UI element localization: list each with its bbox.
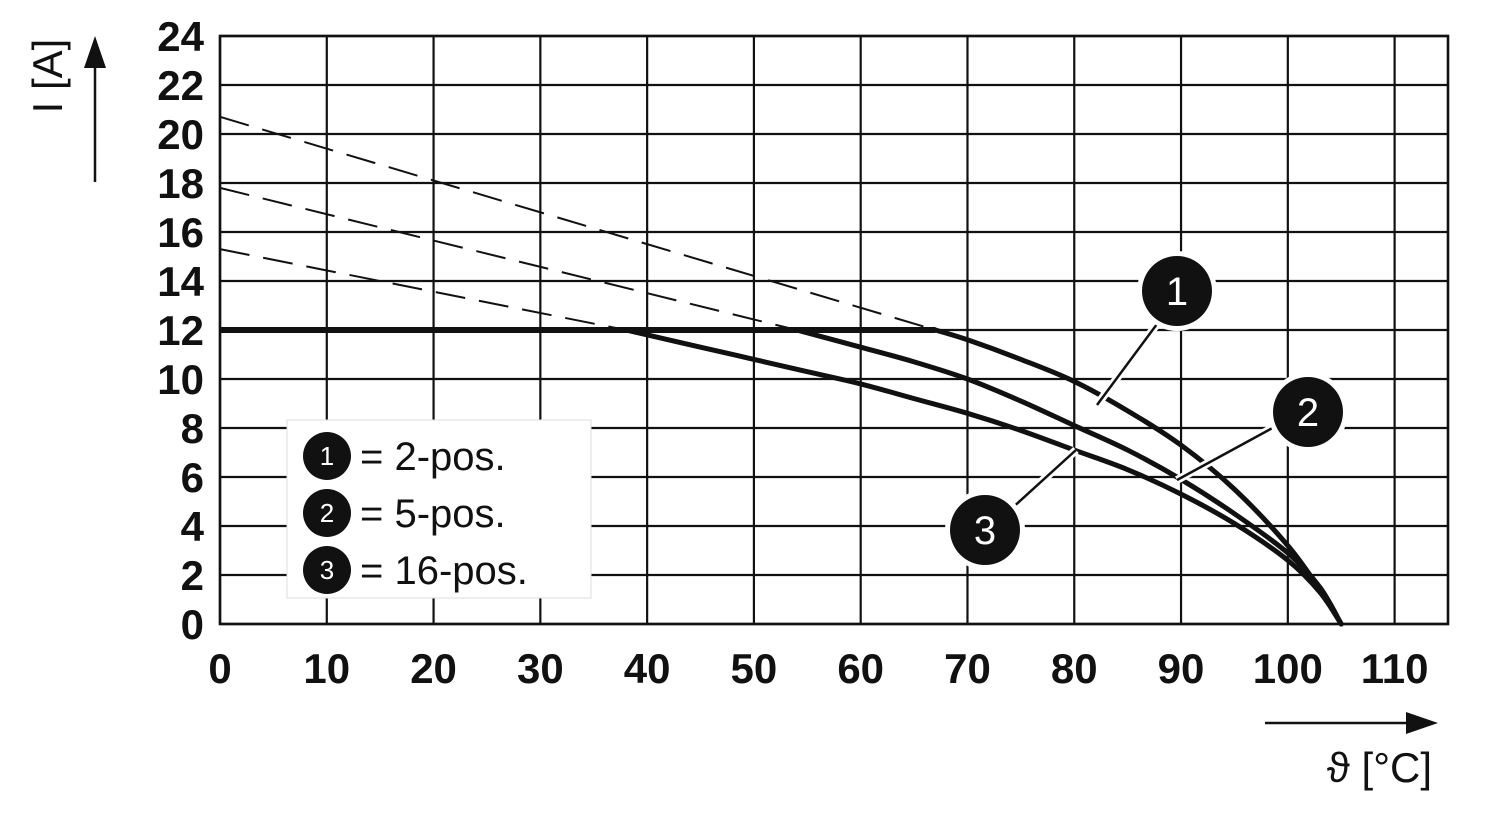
x-axis-label: ϑ [°C] [1327, 744, 1432, 791]
series-2-callout: 2 [1175, 372, 1348, 484]
legend-entry: 3 = 16-pos. [303, 546, 528, 594]
y-tick-label: 6 [181, 454, 204, 501]
series-badges: 1 2 3 [945, 251, 1348, 570]
y-tick-label: 18 [157, 160, 204, 207]
x-tick-label: 40 [624, 645, 671, 692]
x-axis-arrow-icon [1406, 712, 1438, 734]
y-tick-label: 16 [157, 209, 204, 256]
x-tick-label: 20 [410, 645, 457, 692]
badge-circle [1273, 377, 1343, 447]
x-tick-label: 50 [731, 645, 778, 692]
series-3-dashed-line [219, 248, 626, 331]
x-tick-label: 60 [837, 645, 884, 692]
y-tick-label: 8 [181, 405, 204, 452]
x-tick-label: 10 [303, 645, 350, 692]
y-tick-label: 4 [181, 503, 205, 550]
y-tick-label: 12 [157, 307, 204, 354]
x-tick-label: 80 [1051, 645, 1098, 692]
badge-circle [1142, 256, 1212, 326]
y-tick-label: 14 [157, 258, 204, 305]
callout-leader-line [1009, 449, 1077, 511]
badge-number: 1 [1166, 270, 1188, 314]
series-3-callout: 3 [945, 447, 1079, 570]
y-tick-label: 2 [181, 552, 204, 599]
y-tick-label: 10 [157, 356, 204, 403]
x-tick-label: 0 [208, 645, 231, 692]
legend-label: = 16-pos. [360, 549, 528, 593]
legend-badge-number: 3 [320, 555, 334, 585]
legend-badge [303, 546, 351, 594]
legend-badge-number: 2 [320, 498, 334, 528]
legend-label: = 5-pos. [360, 492, 506, 536]
series-2-dashed-line [219, 186, 797, 331]
x-tick-label: 100 [1253, 645, 1323, 692]
series-3-line [623, 327, 1344, 627]
x-tick-label: 90 [1158, 645, 1205, 692]
x-axis-title: ϑ [°C] [1265, 712, 1438, 791]
y-tick-label: 0 [181, 601, 204, 648]
y-tick-label: 20 [157, 111, 204, 158]
x-tick-label: 110 [1361, 645, 1429, 692]
legend-badge [303, 489, 351, 537]
badge-circle [950, 495, 1020, 565]
badge-number: 2 [1297, 391, 1319, 435]
y-axis-arrow-icon [84, 36, 106, 68]
y-axis-label: I [A] [24, 39, 71, 114]
legend: 1 = 2-pos. 2 = 5-pos. 3 = 16-pos. [286, 419, 592, 599]
legend-entry: 1 = 2-pos. [303, 432, 506, 480]
badge-number: 3 [974, 509, 996, 553]
series-1-callout: 1 [1093, 251, 1217, 408]
legend-badge-number: 1 [320, 441, 334, 471]
y-tick-label: 22 [157, 62, 204, 109]
legend-label: = 2-pos. [360, 435, 506, 479]
legend-badge [303, 432, 351, 480]
x-tick-label: 70 [944, 645, 991, 692]
series-1-dashed-line [219, 115, 936, 331]
callout-leader-line [1095, 319, 1162, 406]
legend-entry: 2 = 5-pos. [303, 489, 506, 537]
callout-leader-line [1176, 423, 1279, 482]
x-tick-label: 30 [517, 645, 564, 692]
y-tick-label: 24 [157, 13, 204, 60]
series-2-line [794, 327, 1344, 627]
curves [219, 115, 1344, 627]
tick-labels: 0 10 20 30 40 50 60 70 80 90 100 110024681012141618… [157, 13, 1428, 692]
y-axis-title: I [A] [24, 36, 106, 182]
